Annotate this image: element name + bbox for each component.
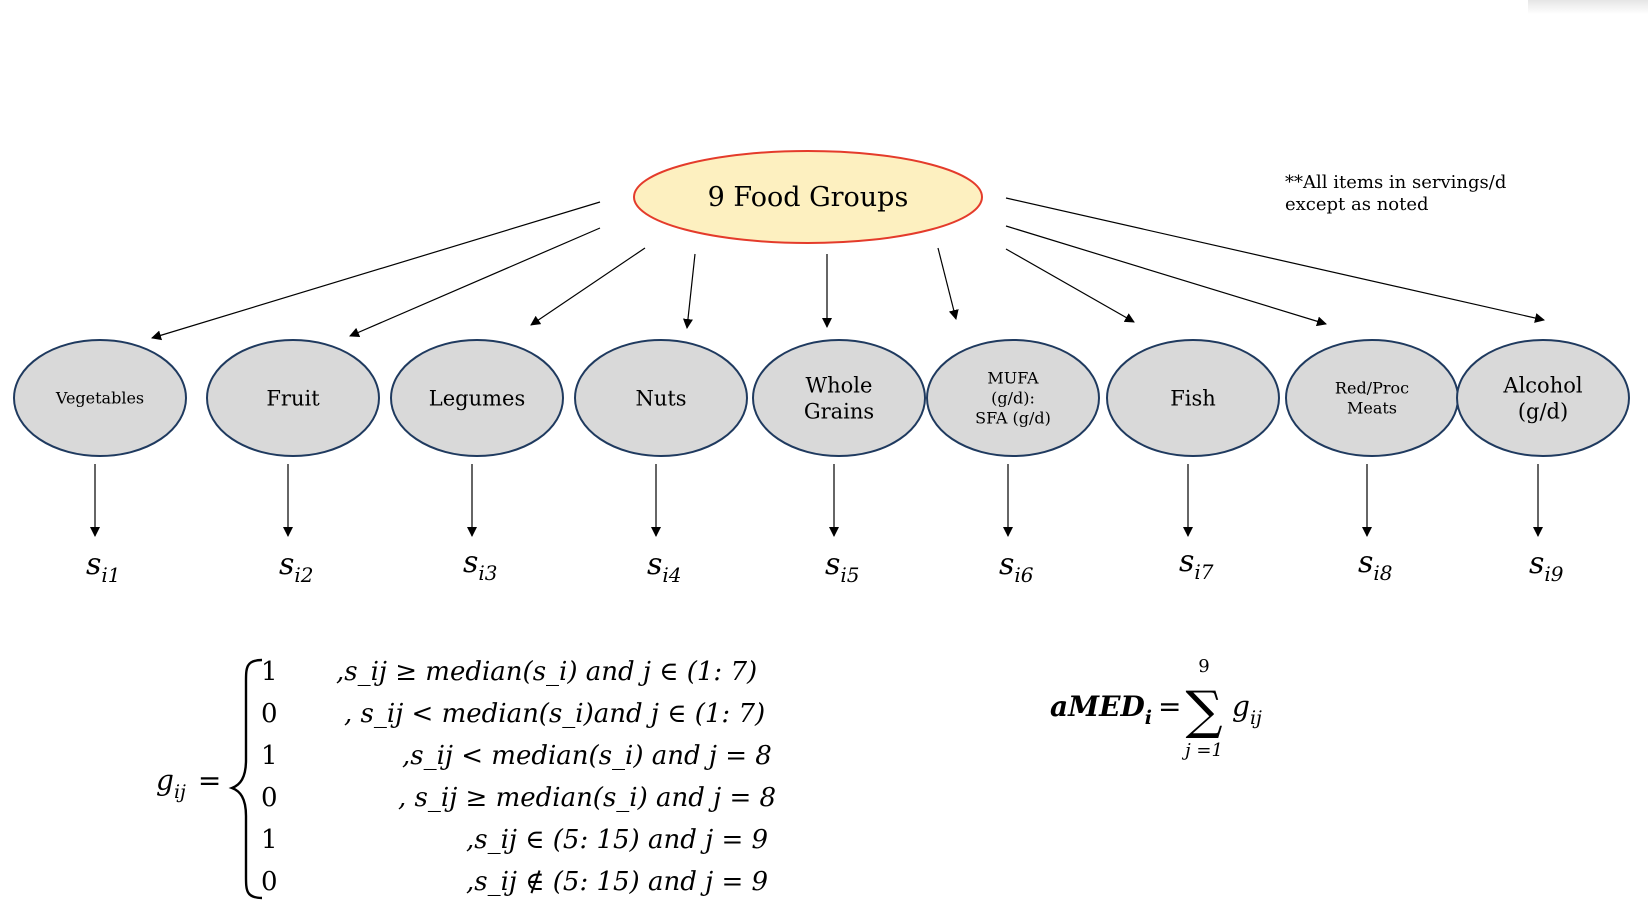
arrow-root-to-fish (1005, 248, 1135, 323)
score-label-8: si8 (1358, 545, 1393, 585)
root-arrows (151, 197, 1545, 341)
arrow-root-to-nuts (682, 253, 696, 329)
case-value-2: 0 (261, 699, 278, 729)
group-label-2-line-1: Fruit (266, 386, 320, 410)
group-label-8-line-2: Meats (1347, 399, 1397, 418)
formula-g-brace (228, 658, 263, 900)
group-ellipse-3 (390, 339, 564, 457)
case-condition-2: , s_ij < median(s_i)and j ∈ (1: 7) (344, 699, 765, 729)
score-label-6: si6 (999, 547, 1034, 587)
case-value-4: 0 (261, 783, 278, 813)
group-node-9: Alcohol(g/d) si9 (1456, 339, 1630, 586)
case-condition-3: ,s_ij < median(s_i) and j = 8 (402, 741, 772, 771)
group-label-3-line-1: Legumes (429, 386, 525, 410)
formula-amed-lhs: aMEDi (1050, 690, 1152, 729)
group-label-8-line-1: Red/Proc (1335, 379, 1409, 398)
formula-g-cases: 1 ,s_ij ≥ median(s_i) and j ∈ (1: 7) 0 , s_… (261, 657, 776, 897)
arrow-root-to-legumes (530, 247, 646, 326)
formula-g: gij = 1 ,s_ij ≥ median(s_i) and j ∈ (1: 7)… (156, 657, 776, 900)
arrow-root-to-fruit (349, 227, 601, 338)
case-value-6: 0 (261, 867, 278, 897)
score-label-7: si7 (1179, 544, 1214, 584)
group-label-5-line-1: Whole (806, 373, 873, 397)
formula-amed-term: gij (1232, 690, 1262, 729)
group-node-4: Nuts si4 (574, 339, 748, 587)
group-label-4-line-1: Nuts (635, 386, 686, 410)
score-label-5: si5 (825, 547, 860, 587)
group-ellipse-4 (574, 339, 748, 457)
root-label: 9 Food Groups (708, 182, 909, 213)
arrow-root-to-mufa-sfa (937, 247, 959, 320)
formula-amed-sum-upper: 9 (1198, 656, 1209, 677)
formula-amed-sigma: ∑ (1185, 681, 1222, 741)
group-ellipse-7 (1106, 339, 1280, 457)
arrow-root-to-vegetables (151, 201, 601, 341)
score-label-4: si4 (647, 547, 682, 587)
group-label-7-line-1: Fish (1170, 386, 1216, 410)
case-condition-4: , s_ij ≥ median(s_i) and j = 8 (398, 783, 776, 813)
group-ellipse-6 (926, 339, 1100, 457)
group-label-6-line-2: (g/d): (991, 389, 1035, 408)
case-condition-1: ,s_ij ≥ median(s_i) and j ∈ (1: 7) (336, 657, 757, 687)
group-ellipse-1 (13, 339, 187, 457)
arrow-root-to-red-proc-meats (1005, 225, 1327, 327)
group-nodes: Vegetables si1 Fruit si2 Legumes si3 Nuts si4 Wh… (13, 339, 1630, 587)
group-label-9-line-1: Alcohol (1502, 373, 1582, 397)
root-ellipse (633, 150, 983, 244)
formula-g-lhs: gij = (156, 764, 221, 803)
case-value-3: 1 (261, 741, 278, 771)
case-value-1: 1 (261, 657, 278, 687)
group-ellipse-2 (206, 339, 380, 457)
group-label-9-line-2: (g/d) (1518, 399, 1568, 423)
case-condition-6: ,s_ij ∉ (5: 15) and j = 9 (466, 867, 768, 897)
score-label-3: si3 (463, 545, 498, 585)
group-node-6: MUFA(g/d):SFA (g/d) si6 (926, 339, 1100, 587)
case-condition-5: ,s_ij ∈ (5: 15) and j = 9 (466, 825, 768, 855)
units-note-line1: **All items in servings/d (1285, 172, 1507, 193)
arrow-root-to-alcohol (1005, 197, 1545, 323)
units-note-line2: except as noted (1285, 194, 1429, 215)
score-label-1: si1 (86, 547, 121, 587)
corner-shadow (1528, 0, 1648, 14)
group-ellipse-9 (1456, 339, 1630, 457)
score-label-9: si9 (1529, 546, 1564, 586)
group-node-3: Legumes si3 (390, 339, 564, 585)
formula-amed-equals: = (1158, 690, 1181, 723)
formula-amed-sum-lower: j =1 (1181, 740, 1223, 761)
group-node-2: Fruit si2 (206, 339, 380, 587)
formula-amed: aMEDi = 9 ∑ j =1 gij (1050, 656, 1262, 761)
group-label-6-line-1: MUFA (987, 369, 1039, 388)
group-node-1: Vegetables si1 (13, 339, 187, 587)
case-value-5: 1 (261, 825, 278, 855)
score-label-2: si2 (279, 547, 314, 587)
group-label-5-line-2: Grains (804, 399, 874, 423)
group-ellipse-5 (752, 339, 926, 457)
group-label-1-line-1: Vegetables (55, 389, 144, 408)
group-node-7: Fish si7 (1106, 339, 1280, 584)
root-node: 9 Food Groups (633, 150, 983, 244)
group-label-6-line-3: SFA (g/d) (975, 409, 1051, 428)
units-note: **All items in servings/d except as note… (1285, 172, 1545, 216)
